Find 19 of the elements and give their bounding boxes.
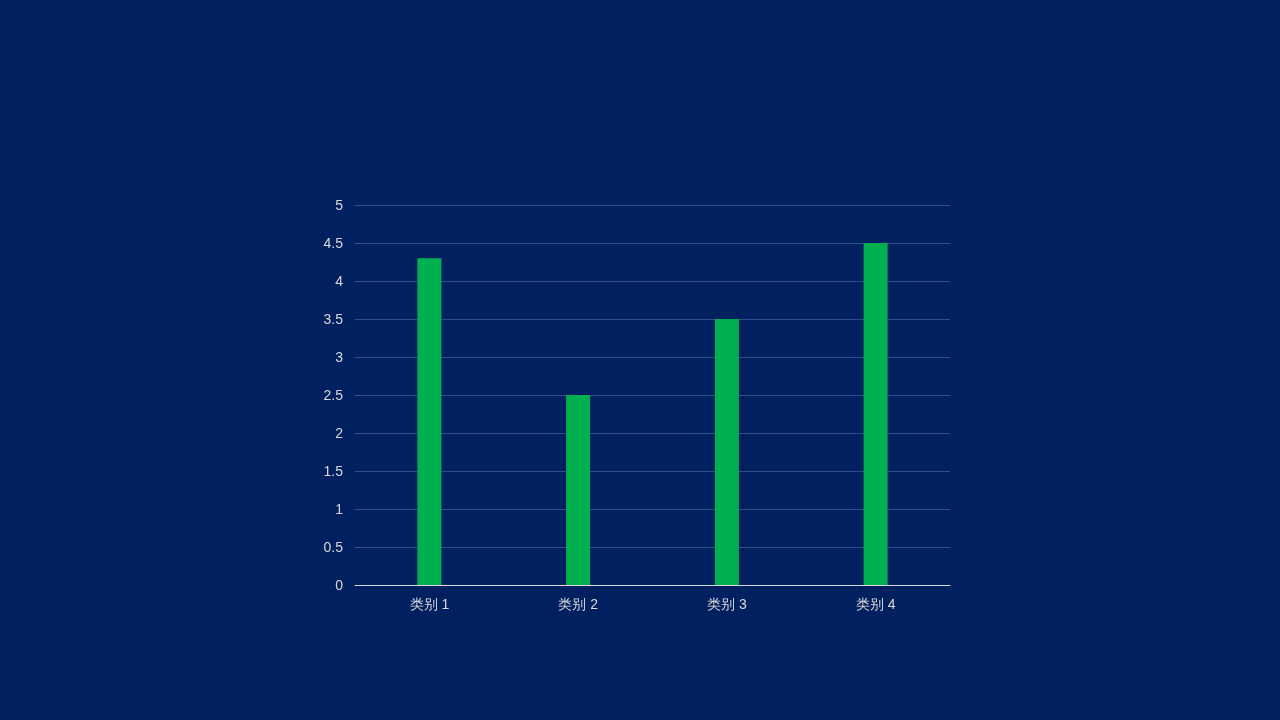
y-tick-label: 2.5 (323, 387, 344, 403)
x-tick-label: 类别 1 (409, 596, 450, 612)
bar (714, 319, 739, 585)
y-tick-label: 0.5 (323, 539, 344, 555)
x-tick-label: 类别 3 (707, 596, 747, 612)
bar (566, 395, 591, 585)
x-tick-label: 类别 4 (855, 596, 896, 612)
y-tick-label: 1.5 (323, 463, 344, 479)
bar (417, 258, 442, 585)
y-tick-label: 2 (335, 425, 344, 441)
y-tick-label: 4.5 (323, 235, 344, 251)
y-tick-label: 4 (335, 273, 344, 289)
y-tick-label: 5 (335, 197, 344, 213)
y-tick-label: 0 (335, 577, 344, 593)
x-tick-label: 类别 2 (558, 596, 599, 612)
bar (863, 243, 888, 585)
y-tick-label: 1 (335, 501, 344, 517)
y-tick-label: 3.5 (323, 311, 344, 327)
y-tick-label: 3 (335, 349, 344, 365)
